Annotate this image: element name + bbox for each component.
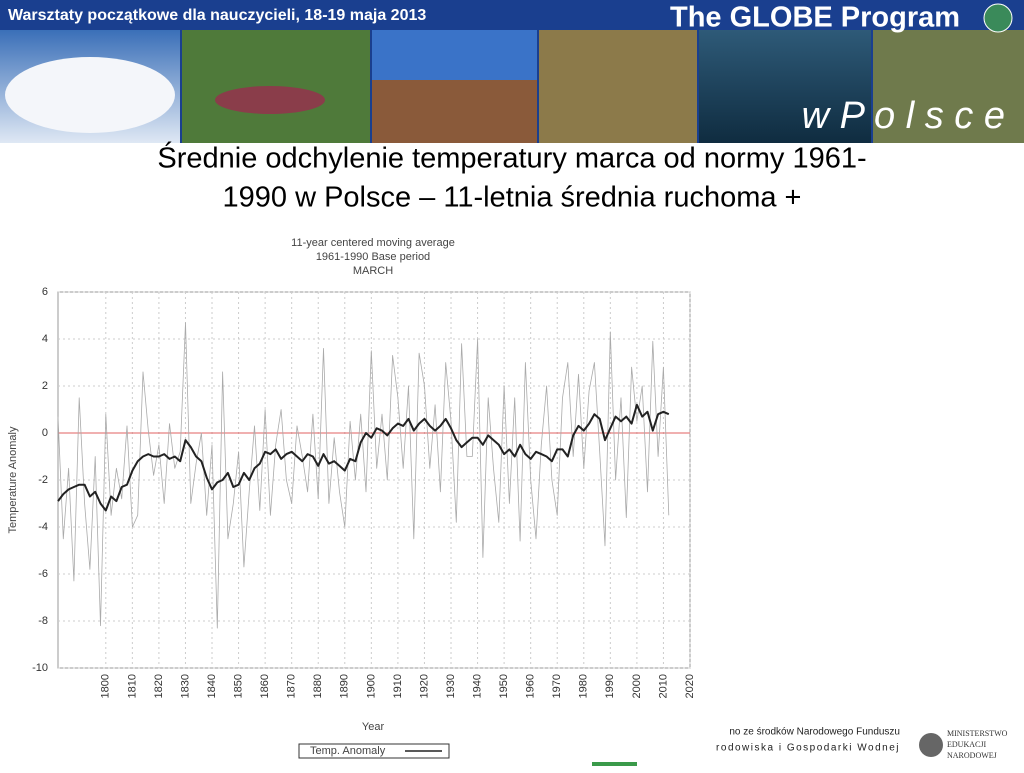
x-tick-label: 1940 — [471, 674, 483, 698]
series-line — [57, 403, 670, 512]
y-tick-label: -10 — [32, 662, 48, 674]
y-tick-label: -4 — [38, 521, 48, 533]
x-tick-label: 1910 — [392, 674, 404, 698]
x-tick-label: 1970 — [551, 674, 563, 698]
x-tick-label: 1840 — [206, 674, 218, 698]
ministry: EDUKACJI — [947, 740, 986, 749]
x-tick-label: 1860 — [259, 674, 271, 698]
program-name: The GLOBE Program — [670, 2, 960, 34]
y-tick-label: -8 — [38, 615, 48, 627]
logo-fragment — [592, 762, 637, 766]
cloud — [5, 57, 175, 133]
photo-sea — [699, 30, 871, 143]
x-axis-label: Year — [362, 721, 385, 733]
fund-text: no ze środków Narodowego Funduszu — [729, 727, 900, 738]
photo-desert-sky — [372, 30, 537, 80]
x-tick-label: 1980 — [578, 674, 590, 698]
legend-box — [298, 743, 450, 759]
chart-title: 1961-1990 Base period — [316, 251, 430, 263]
y-tick-label: -2 — [38, 474, 48, 486]
x-tick-label: 1850 — [232, 674, 244, 698]
legend-label: Temp. Anomaly — [310, 745, 386, 757]
x-tick-label: 1950 — [498, 674, 510, 698]
y-tick-label: 4 — [42, 333, 48, 345]
series-line — [57, 322, 670, 629]
plot: -10 -8 -6 -4 -2 0 2 4 6 1800 1810 1820 1830 1840 1850 1… — [32, 286, 696, 759]
x-tick-label: 1920 — [418, 674, 430, 698]
slide-title: 1990 w Polsce – 11-letnia średnia ruchom… — [223, 182, 802, 214]
footer: no ze środków Narodowego Funduszu rodowi… — [592, 727, 1008, 766]
photo-map — [873, 30, 1024, 143]
ministry: NARODOWEJ — [947, 751, 997, 760]
x-tick-label: 1870 — [286, 674, 298, 698]
x-tick-label: 2010 — [657, 674, 669, 698]
y-tick-label: 0 — [42, 427, 48, 439]
y-axis-label: Temperature Anomaly — [7, 426, 19, 533]
feeder — [215, 86, 325, 114]
eagle-emblem — [919, 733, 943, 757]
banner: Warsztaty początkowe dla nauczycieli, 18… — [0, 0, 1024, 143]
x-tick-label: 1960 — [525, 674, 537, 698]
fund-text: rodowiska i Gospodarki Wodnej — [716, 743, 900, 754]
x-tick-label: 1930 — [445, 674, 457, 698]
x-tick-label: 1890 — [339, 674, 351, 698]
x-tick-label: 2000 — [631, 674, 643, 698]
ministry: MINISTERSTWO — [947, 729, 1008, 738]
workshop-title: Warsztaty początkowe dla nauczycieli, 18… — [8, 7, 426, 24]
y-tick-label: 6 — [42, 286, 48, 298]
globe-logo — [983, 3, 1013, 33]
slide-title: Średnie odchylenie temperatury marca od … — [157, 141, 866, 175]
x-tick-label: 2020 — [684, 674, 696, 698]
x-tick-label: 1900 — [365, 674, 377, 698]
x-tick-label: 1810 — [126, 674, 138, 698]
x-tick-label: 1820 — [153, 674, 165, 698]
chart-title: 11-year centered moving average — [291, 237, 455, 249]
x-tick-label: 1830 — [179, 674, 191, 698]
photo-fields — [539, 30, 697, 143]
x-tick-label: 1800 — [100, 674, 112, 698]
x-tick-label: 1880 — [312, 674, 324, 698]
y-tick-label: -6 — [38, 568, 48, 580]
x-tick-label: 1990 — [604, 674, 616, 698]
y-tick-label: 2 — [42, 380, 48, 392]
chart-title: MARCH — [353, 265, 393, 277]
header-strip — [0, 0, 540, 30]
country: w P o l s c e — [802, 95, 1005, 137]
